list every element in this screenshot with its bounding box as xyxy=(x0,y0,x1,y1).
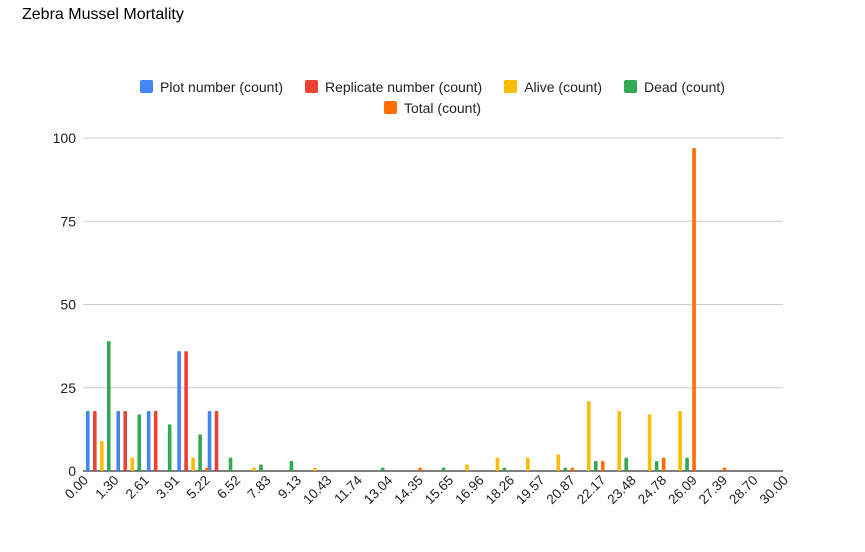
bar[interactable] xyxy=(198,434,202,471)
legend-item-replicate-number[interactable]: Replicate number (count) xyxy=(305,79,482,95)
legend-label: Alive (count) xyxy=(524,78,602,95)
x-tick-label: 6.52 xyxy=(214,473,243,502)
x-tick-label: 1.30 xyxy=(92,473,121,502)
legend-label: Plot number (count) xyxy=(160,78,283,95)
bar[interactable] xyxy=(86,411,90,471)
bar[interactable] xyxy=(502,467,507,471)
x-tick-label: 13.04 xyxy=(361,472,396,507)
x-tick-label: 28.70 xyxy=(726,473,761,508)
bar[interactable] xyxy=(191,457,195,471)
x-tick-label: 14.35 xyxy=(391,473,426,508)
bar[interactable] xyxy=(586,401,591,471)
x-tick-label: 20.87 xyxy=(544,473,579,508)
legend-label: Dead (count) xyxy=(644,78,725,95)
x-tick-label: 11.74 xyxy=(331,472,365,506)
x-tick-label: 24.78 xyxy=(635,473,670,508)
bars xyxy=(86,147,727,472)
x-tick-label: 22.17 xyxy=(574,473,609,508)
x-tick-label: 7.83 xyxy=(245,473,274,502)
y-axis: 0 25 50 75 100 xyxy=(53,130,77,479)
legend-row-2: Total (count) xyxy=(0,97,865,118)
x-tick-label: 23.48 xyxy=(604,473,639,508)
bar[interactable] xyxy=(177,351,181,471)
bar[interactable] xyxy=(205,467,209,471)
bar[interactable] xyxy=(259,464,263,471)
x-tick-label: 16.96 xyxy=(452,473,487,508)
bar[interactable] xyxy=(184,351,188,471)
legend-item-plot-number[interactable]: Plot number (count) xyxy=(140,79,283,95)
gridlines xyxy=(83,137,783,472)
legend-row-1: Plot number (count) Replicate number (co… xyxy=(0,76,865,97)
x-tick-label: 3.91 xyxy=(153,473,182,502)
legend-swatch xyxy=(383,101,397,114)
y-tick-label: 75 xyxy=(60,213,76,229)
bar[interactable] xyxy=(600,461,605,471)
legend-swatch xyxy=(305,80,318,93)
x-tick-label: 19.57 xyxy=(513,473,548,508)
x-tick-label: 15.65 xyxy=(422,473,457,508)
x-tick-label: 30.00 xyxy=(757,473,792,508)
bar[interactable] xyxy=(418,467,422,471)
x-tick-label: 5.22 xyxy=(184,473,213,502)
y-tick-label: 25 xyxy=(60,380,76,396)
x-tick-label: 2.61 xyxy=(123,473,152,502)
bar[interactable] xyxy=(167,424,172,471)
bar[interactable] xyxy=(441,467,446,471)
bar[interactable] xyxy=(313,467,317,471)
bar[interactable] xyxy=(556,454,561,471)
bar[interactable] xyxy=(252,467,256,471)
bar[interactable] xyxy=(692,147,696,472)
x-tick-label: 10.43 xyxy=(300,473,335,508)
y-tick-label: 50 xyxy=(60,297,76,313)
bar[interactable] xyxy=(137,414,142,471)
bar[interactable] xyxy=(130,457,135,471)
legend-label: Replicate number (count) xyxy=(325,78,483,95)
legend-swatch xyxy=(624,80,637,93)
bar[interactable] xyxy=(593,461,598,471)
legend-item-total[interactable]: Total (count) xyxy=(383,99,482,116)
bar[interactable] xyxy=(146,411,151,471)
y-tick-label: 100 xyxy=(53,130,77,146)
legend-label: Total (count) xyxy=(403,99,482,116)
legend: Plot number (count) Replicate number (co… xyxy=(0,76,865,118)
bar[interactable] xyxy=(570,467,575,471)
bar[interactable] xyxy=(654,461,659,471)
bar[interactable] xyxy=(380,467,385,471)
bar[interactable] xyxy=(93,411,97,471)
bar[interactable] xyxy=(563,467,568,471)
bar[interactable] xyxy=(495,457,500,471)
bar[interactable] xyxy=(661,457,666,471)
bar[interactable] xyxy=(228,457,233,471)
bar[interactable] xyxy=(214,411,219,471)
bar[interactable] xyxy=(526,457,530,471)
bar[interactable] xyxy=(289,461,294,471)
bar[interactable] xyxy=(207,411,212,471)
x-axis: 0.00 1.30 2.61 3.91 5.22 6.52 7.83 9.1310.4311.… xyxy=(62,472,791,507)
bar[interactable] xyxy=(116,411,121,471)
chart-title: Zebra Mussel Mortality xyxy=(22,6,184,23)
bar[interactable] xyxy=(107,341,111,471)
bar[interactable] xyxy=(678,411,682,471)
x-tick-label: 0.00 xyxy=(62,473,91,502)
legend-swatch xyxy=(140,80,154,93)
bar[interactable] xyxy=(153,411,158,471)
bar[interactable] xyxy=(465,464,469,471)
legend-swatch xyxy=(504,80,518,93)
bar[interactable] xyxy=(100,441,104,471)
bar[interactable] xyxy=(647,414,652,471)
bar[interactable] xyxy=(685,457,689,471)
y-tick-label: 0 xyxy=(68,463,76,479)
bar[interactable] xyxy=(624,457,628,471)
bar[interactable] xyxy=(123,411,128,471)
legend-item-alive[interactable]: Alive (count) xyxy=(504,79,602,95)
x-tick-label: 18.26 xyxy=(483,473,518,508)
bar[interactable] xyxy=(617,411,621,471)
x-tick-label: 27.39 xyxy=(696,473,731,508)
legend-item-dead[interactable]: Dead (count) xyxy=(624,79,725,95)
bar[interactable] xyxy=(722,467,727,471)
x-tick-label: 26.09 xyxy=(665,473,700,508)
